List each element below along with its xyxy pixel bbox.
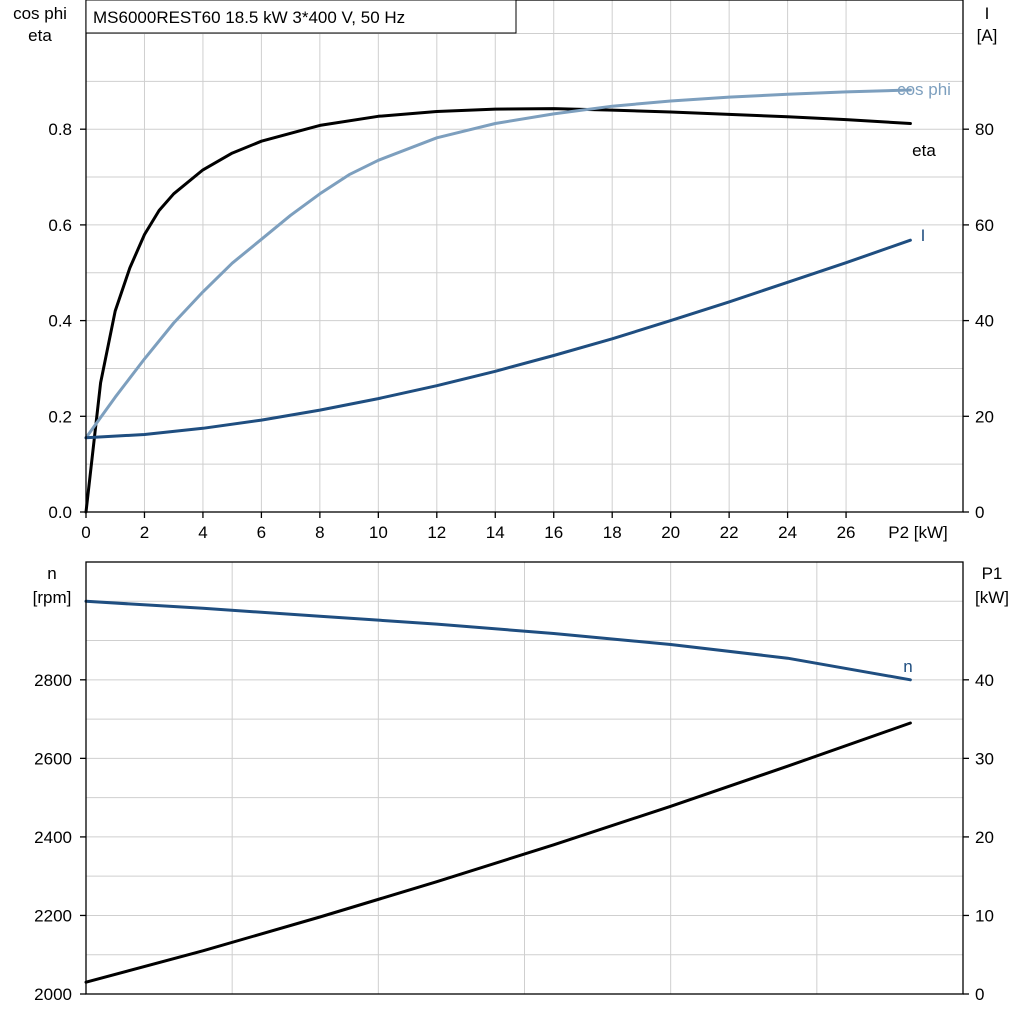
upper-series: [84, 88, 912, 514]
lower-right-tick-label: 40: [975, 671, 994, 690]
upper-x-tick-label: 8: [315, 523, 324, 542]
upper-x-tick-label: 18: [603, 523, 622, 542]
current-series-label: I: [921, 226, 926, 245]
upper-x-tick-label: 2: [140, 523, 149, 542]
lower-left-tick-label: 2200: [34, 906, 72, 925]
upper-x-tick-label: 22: [720, 523, 739, 542]
lower-left-axis-label-1: n: [47, 564, 56, 583]
lower-left-tick-label: 2800: [34, 671, 72, 690]
lower-right-tick-label: 0: [975, 985, 984, 1004]
upper-x-tick-label: 0: [81, 523, 90, 542]
lower-plot-frame: [85, 561, 964, 995]
upper-grid: [85, 0, 963, 513]
upper-right-axis-label-1: I: [985, 4, 990, 23]
cos-phi-series-label: cos phi: [897, 80, 951, 99]
upper-left-tick-label: 0.6: [48, 216, 72, 235]
lower-ticks: 2000 2200 2400 2600 2800 0 10 20 30 40: [34, 671, 994, 1004]
lower-series: [84, 599, 912, 984]
upper-x-tick-label: 12: [427, 523, 446, 542]
upper-x-tick-label: 26: [837, 523, 856, 542]
chart-title: MS6000REST60 18.5 kW 3*400 V, 50 Hz: [93, 8, 405, 27]
lower-grid: [85, 562, 963, 995]
upper-left-tick-label: 0.8: [48, 120, 72, 139]
lower-right-tick-label: 30: [975, 749, 994, 768]
upper-cos-phi-series-line: [84, 88, 912, 440]
upper-x-tick-label: 10: [369, 523, 388, 542]
upper-x-tick-label: 4: [198, 523, 207, 542]
upper-right-axis-label-2: [A]: [977, 26, 998, 45]
upper-x-tick-label: 14: [486, 523, 505, 542]
upper-eta-series-line: [84, 107, 912, 514]
upper-left-axis-label-1: cos phi: [13, 4, 67, 23]
lower-left-tick-label: 2600: [34, 749, 72, 768]
lower-left-tick-label: 2000: [34, 985, 72, 1004]
upper-x-axis-label: P2 [kW]: [888, 523, 948, 542]
upper-x-tick-label: 20: [661, 523, 680, 542]
upper-left-tick-label: 0.4: [48, 312, 72, 331]
upper-left-axis-label-2: eta: [28, 26, 52, 45]
upper-x-tick-label: 24: [778, 523, 797, 542]
eta-series-label: eta: [912, 141, 936, 160]
lower-right-axis-label-2: [kW]: [975, 588, 1009, 607]
lower-n-series-line: [84, 599, 912, 682]
lower-left-tick-label: 2400: [34, 828, 72, 847]
upper-x-tick-label: 6: [257, 523, 266, 542]
lower-left-axis-label-2: [rpm]: [33, 588, 72, 607]
upper-right-tick-label: 60: [975, 216, 994, 235]
lower-right-axis-label-1: P1: [982, 564, 1003, 583]
upper-plot-frame: [85, 0, 964, 513]
lower-right-tick-label: 10: [975, 906, 994, 925]
upper-x-tick-label: 16: [544, 523, 563, 542]
title-box: [85, 0, 517, 34]
upper-right-tick-label: 40: [975, 312, 994, 331]
upper-left-tick-label: 0.0: [48, 503, 72, 522]
upper-right-tick-label: 0: [975, 503, 984, 522]
upper-right-tick-label: 20: [975, 407, 994, 426]
lower-right-tick-label: 20: [975, 828, 994, 847]
upper-i-series-line: [84, 238, 912, 440]
lower-p1-series-line: [84, 721, 912, 984]
upper-left-tick-label: 0.2: [48, 407, 72, 426]
upper-right-tick-label: 80: [975, 120, 994, 139]
speed-series-label: n: [903, 657, 912, 676]
